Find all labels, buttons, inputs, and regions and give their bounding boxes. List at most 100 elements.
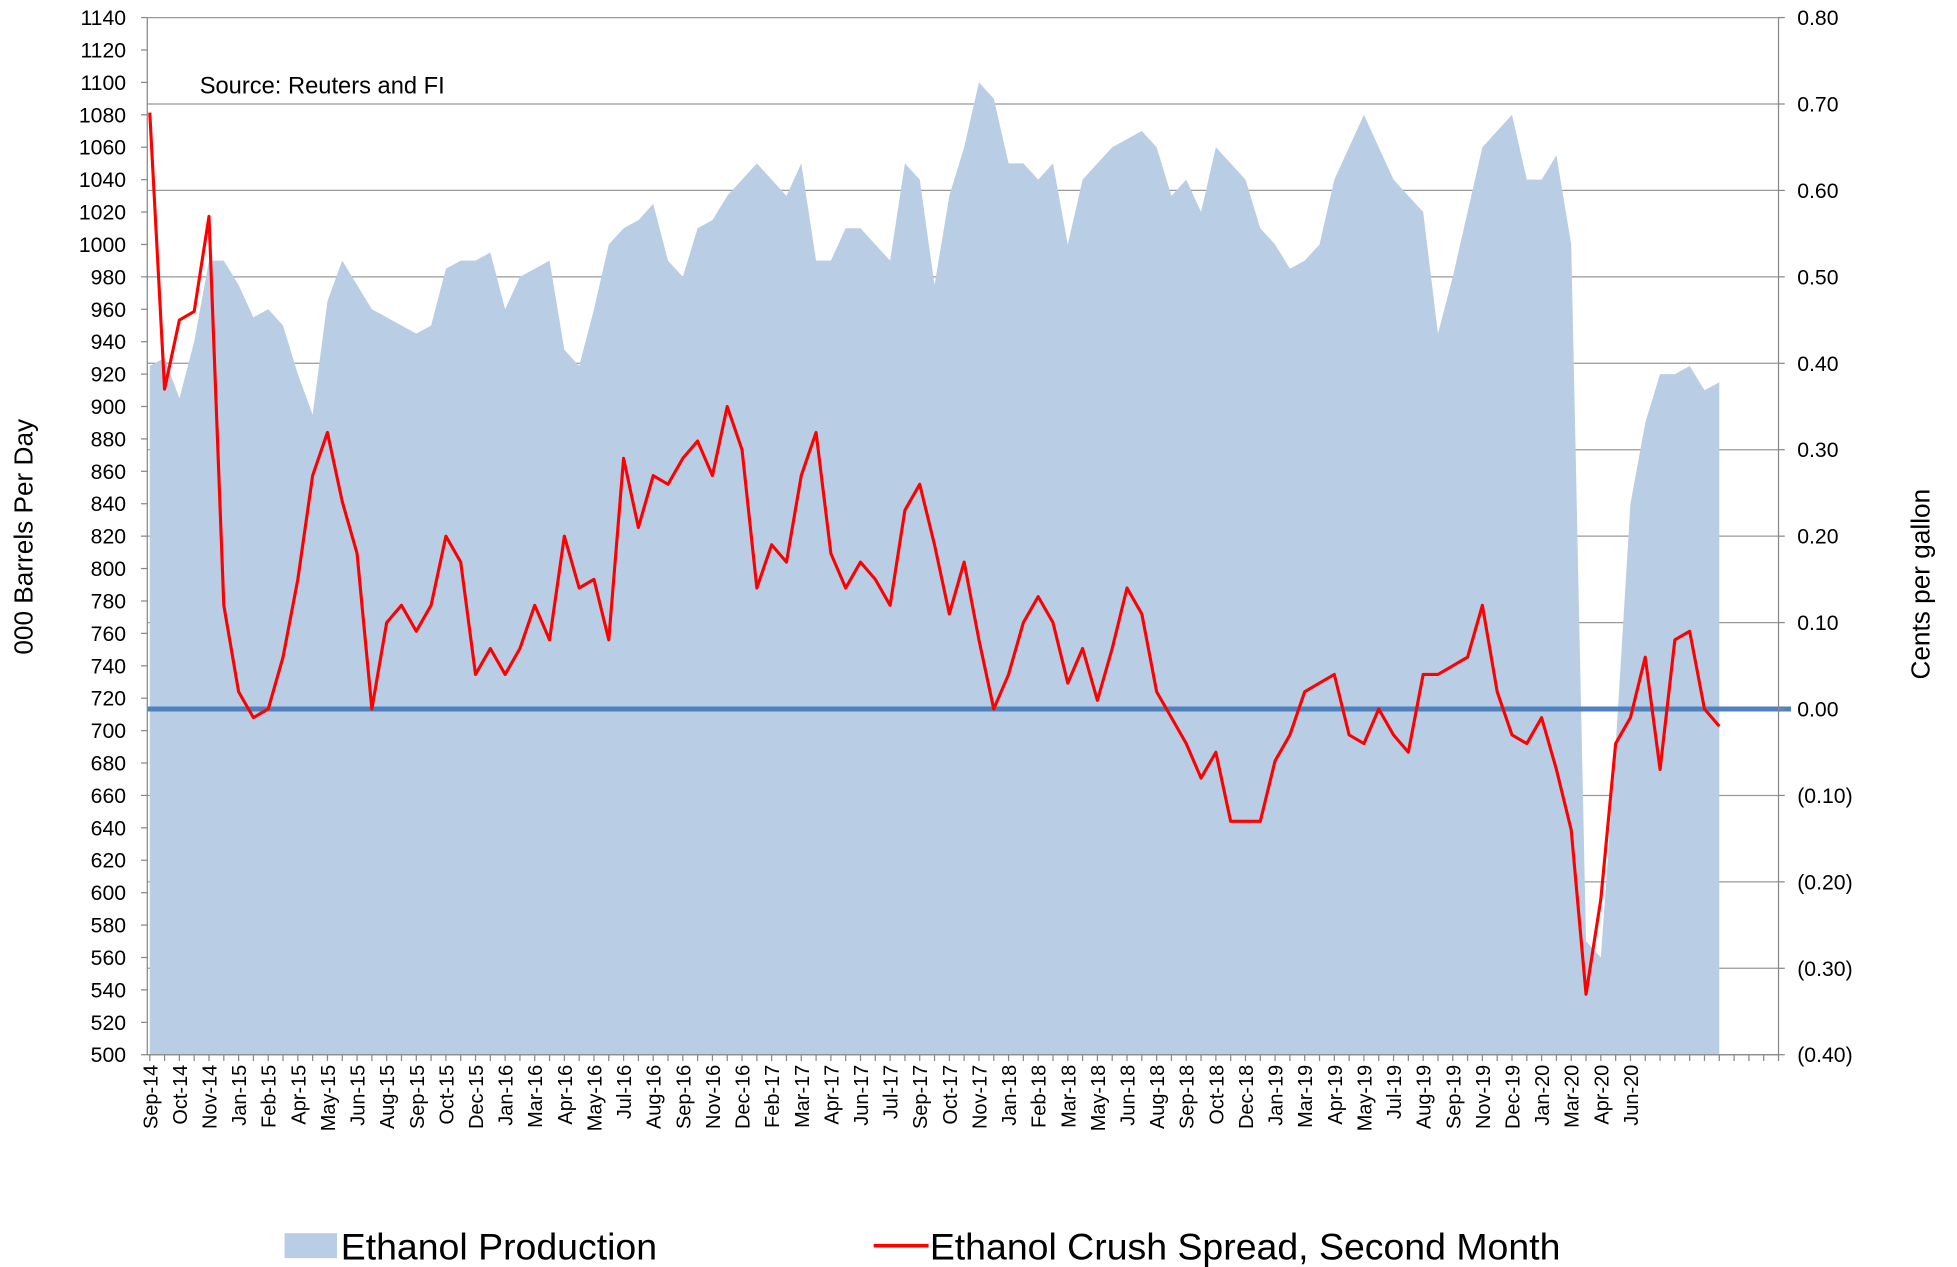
x-tick-label: Feb-15 [259, 1065, 281, 1128]
y2-tick-label: 0.40 [1797, 353, 1838, 376]
x-tick-label: Oct-17 [940, 1065, 962, 1125]
x-tick-label: Apr-19 [1325, 1065, 1347, 1125]
y-tick-label: 1060 [79, 137, 126, 160]
x-tick-label: Sep-18 [1177, 1065, 1199, 1129]
x-tick-label: Aug-19 [1414, 1065, 1436, 1129]
y-tick-label: 720 [91, 688, 126, 711]
x-tick-label: Mar-20 [1562, 1065, 1584, 1128]
legend-swatch [284, 1233, 337, 1259]
x-tick-label: Jun-15 [348, 1065, 370, 1126]
y2-tick-label: (0.40) [1797, 1044, 1852, 1067]
x-tick-label: Sep-17 [910, 1065, 932, 1129]
y-tick-label: 1080 [79, 104, 126, 127]
y-tick-label: 920 [91, 364, 126, 387]
annotation: Source: Reuters and FI [200, 74, 445, 100]
y-tick-label: 680 [91, 753, 126, 776]
y2-tick-label: 0.60 [1797, 180, 1838, 203]
x-tick-label: Jun-18 [1118, 1065, 1140, 1126]
y-tick-label: 520 [91, 1012, 126, 1035]
x-tick-label: Sep-15 [407, 1065, 429, 1129]
y-tick-label: 540 [91, 979, 126, 1002]
x-tick-label: Jan-16 [496, 1065, 518, 1126]
y2-tick-label: 0.70 [1797, 93, 1838, 116]
x-tick-label: Oct-15 [436, 1065, 458, 1125]
axes-layer: 500 520 540 560 580 600 620 640 660 680 700 720 740 7… [79, 7, 1853, 1131]
x-tick-label: May-15 [318, 1065, 340, 1132]
x-tick-label: Sep-19 [1443, 1065, 1465, 1129]
x-tick-label: Jan-18 [999, 1065, 1021, 1126]
x-tick-label: Apr-15 [288, 1065, 310, 1125]
y-tick-label: 620 [91, 850, 126, 873]
x-tick-label: Feb-18 [1029, 1065, 1051, 1128]
x-tick-label: Nov-17 [969, 1065, 991, 1129]
y-tick-label: 880 [91, 428, 126, 451]
x-tick-label: Feb-17 [762, 1065, 784, 1128]
y2-tick-label: (0.20) [1797, 871, 1852, 894]
legend: Ethanol Production Ethanol Crush Spread, … [284, 1225, 1561, 1267]
y-tick-label: 580 [91, 915, 126, 938]
y2-axis-title: Cents per gallon [1906, 489, 1936, 680]
y-tick-label: 1100 [80, 72, 126, 95]
y-tick-label: 980 [91, 266, 126, 289]
x-tick-label: Jul-19 [1384, 1065, 1406, 1119]
x-tick-label: May-16 [584, 1065, 606, 1132]
x-tick-label: Mar-17 [792, 1065, 814, 1128]
x-tick-label: May-18 [1088, 1065, 1110, 1132]
y-tick-label: 600 [91, 882, 126, 905]
line [148, 112, 1721, 996]
y-tick-label: 800 [91, 558, 126, 581]
x-tick-label: Nov-14 [199, 1065, 221, 1129]
y-tick-label: 700 [91, 720, 126, 743]
y-tick-label: 940 [91, 331, 126, 354]
y-tick-label: 900 [91, 396, 126, 419]
x-tick-label: Dec-19 [1502, 1065, 1524, 1129]
area [149, 82, 1720, 1055]
x-tick-label: Aug-18 [1147, 1065, 1169, 1129]
y-tick-label: 1140 [80, 7, 126, 30]
y2-tick-label: (0.30) [1797, 958, 1852, 981]
x-tick-label: Mar-16 [525, 1065, 547, 1128]
y-tick-label: 500 [91, 1044, 126, 1067]
y2-tick-label: 0.30 [1797, 439, 1838, 462]
x-tick-label: Aug-15 [377, 1065, 399, 1129]
x-tick-label: Jul-17 [881, 1065, 903, 1119]
legend-label: Ethanol Crush Spread, Second Month [930, 1225, 1561, 1267]
x-tick-label: Dec-15 [466, 1065, 488, 1129]
y2-tick-label: 0.10 [1797, 612, 1838, 635]
y2-tick-label: 0.20 [1797, 526, 1838, 549]
x-tick-label: May-19 [1354, 1065, 1376, 1132]
y-axis-title: 000 Barrels Per Day [8, 418, 38, 655]
x-tick-label: Dec-16 [733, 1065, 755, 1129]
legend-label: Ethanol Production [341, 1225, 657, 1267]
x-tick-label: Oct-18 [1206, 1065, 1228, 1125]
plot-layer [147, 82, 1792, 1055]
y-tick-label: 1000 [79, 234, 126, 257]
x-tick-label: Nov-16 [703, 1065, 725, 1129]
x-tick-label: Apr-17 [821, 1065, 843, 1125]
y2-tick-label: (0.10) [1797, 785, 1852, 808]
y-tick-label: 1020 [79, 202, 126, 225]
x-tick-label: Apr-20 [1591, 1065, 1613, 1125]
x-tick-label: Sep-14 [140, 1065, 162, 1129]
x-tick-label: Jun-17 [851, 1065, 873, 1126]
x-tick-label: Nov-19 [1473, 1065, 1495, 1129]
y-tick-label: 640 [91, 817, 126, 840]
y-tick-label: 760 [91, 623, 126, 646]
x-tick-label: Dec-18 [1236, 1065, 1258, 1129]
y-tick-label: 560 [91, 947, 126, 970]
x-tick-label: Sep-16 [673, 1065, 695, 1129]
x-tick-label: Oct-14 [170, 1065, 192, 1125]
y-tick-label: 1040 [79, 169, 126, 192]
y-tick-label: 660 [91, 785, 126, 808]
x-tick-label: Jan-15 [229, 1065, 251, 1126]
y2-tick-label: 0.00 [1797, 698, 1838, 721]
x-tick-label: Aug-16 [644, 1065, 666, 1129]
y-tick-label: 780 [91, 590, 126, 613]
x-tick-label: Jan-20 [1532, 1065, 1554, 1126]
y-tick-label: 840 [91, 493, 126, 516]
y2-tick-label: 0.80 [1797, 7, 1838, 30]
y-tick-label: 860 [91, 461, 126, 484]
y2-tick-label: 0.50 [1797, 266, 1838, 289]
